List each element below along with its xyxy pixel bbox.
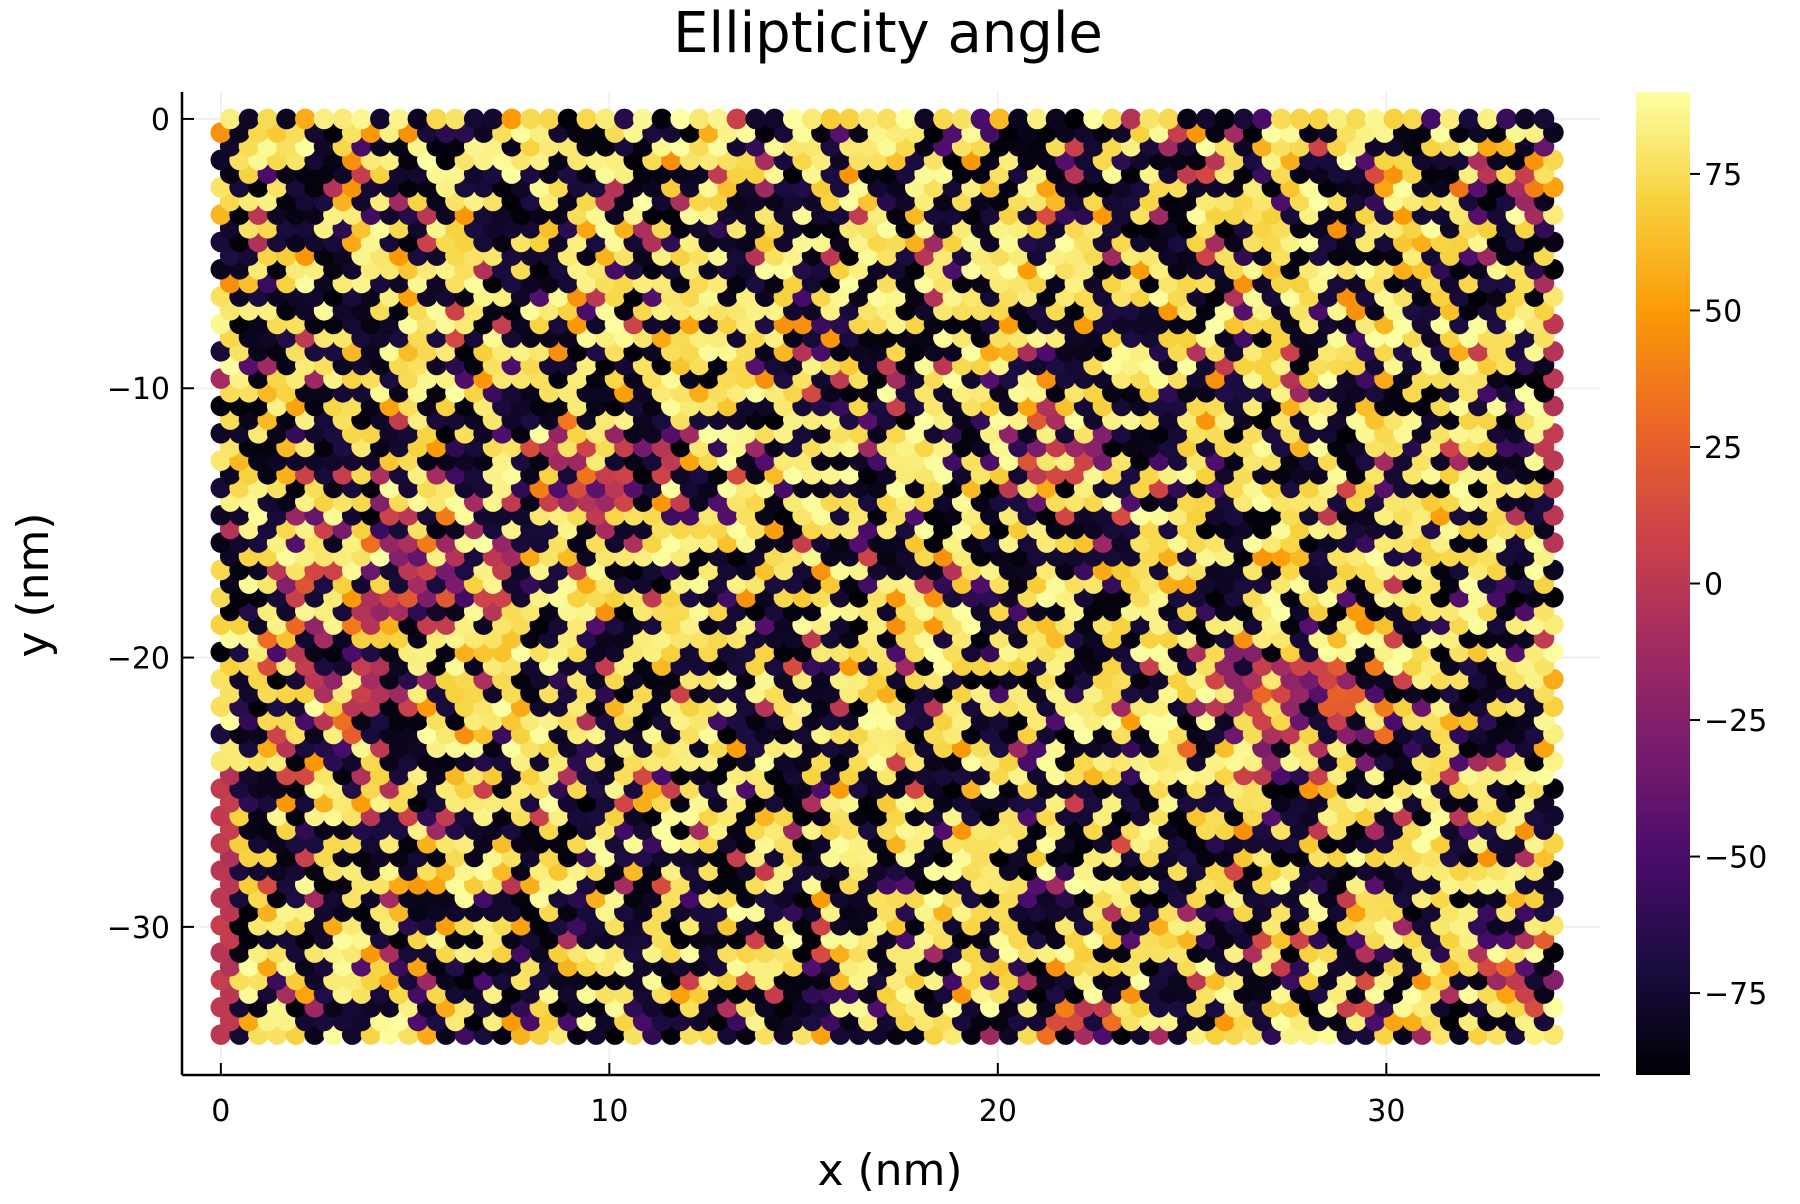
data-point: [839, 108, 860, 130]
data-point: [1008, 108, 1029, 130]
data-point: [388, 108, 410, 130]
data-point: [970, 108, 992, 130]
data-point: [1364, 108, 1386, 130]
data-point: [426, 108, 448, 130]
data-point: [1045, 108, 1067, 130]
data-point: [1421, 108, 1442, 130]
data-point: [1270, 108, 1292, 130]
data-point: [1026, 108, 1048, 130]
data-point: [1327, 108, 1348, 130]
data-point: [1120, 108, 1142, 130]
colorbar-gradient: [1636, 92, 1690, 1075]
x-tick-label: 20: [979, 1094, 1017, 1129]
data-point: [1458, 108, 1480, 130]
data-point: [1345, 108, 1367, 130]
data-point: [876, 108, 898, 130]
data-point: [501, 108, 523, 130]
y-tick-label: −30: [107, 911, 170, 946]
data-point: [707, 108, 729, 130]
chart-title: Ellipticity angle: [673, 1, 1103, 66]
data-point: [858, 108, 879, 130]
colorbar: 75 50 25 0 −25 −50 −75: [1636, 92, 1767, 1075]
x-tick-label: 10: [590, 1094, 628, 1129]
data-point: [332, 108, 354, 130]
x-axis-ticks: 0 10 20 30: [211, 1063, 1405, 1129]
data-point: [1533, 108, 1555, 130]
data-point: [1083, 108, 1104, 130]
data-point: [407, 108, 429, 130]
y-tick-label: −10: [107, 372, 170, 407]
data-point: [951, 108, 973, 130]
data-point: [1439, 108, 1461, 130]
colorbar-tick-label: −75: [1704, 977, 1767, 1012]
data-point: [1195, 108, 1217, 130]
y-tick-label: 0: [151, 103, 170, 138]
data-point: [1139, 108, 1161, 130]
colorbar-tick-label: 25: [1704, 431, 1742, 466]
data-point: [238, 108, 260, 130]
data-point: [764, 108, 785, 130]
data-point: [1214, 108, 1236, 130]
x-axis-label: x (nm): [817, 1145, 962, 1196]
y-tick-label: −20: [107, 642, 170, 677]
data-point: [801, 108, 823, 130]
data-point: [1064, 108, 1086, 130]
data-point: [745, 108, 767, 130]
data-point: [538, 108, 560, 130]
data-point: [557, 108, 579, 130]
data-point: [614, 108, 635, 130]
x-tick-label: 30: [1367, 1094, 1405, 1129]
data-point: [670, 108, 691, 130]
data-point: [989, 108, 1011, 130]
data-point: [1233, 108, 1255, 130]
data-point: [257, 108, 279, 130]
data-point: [351, 108, 372, 130]
colorbar-tick-label: −25: [1704, 704, 1767, 739]
data-point: [689, 108, 710, 130]
data-point: [1102, 108, 1123, 130]
data-point: [520, 108, 541, 130]
data-point: [726, 108, 748, 130]
data-point: [632, 108, 654, 130]
data-point: [1477, 108, 1499, 130]
data-point: [1177, 108, 1198, 130]
data-point: [313, 108, 335, 130]
colorbar-ticks: 75 50 25 0 −25 −50 −75: [1690, 158, 1767, 1012]
data-point: [463, 108, 485, 130]
data-point: [1402, 108, 1423, 130]
data-point: [219, 108, 241, 130]
data-point: [370, 108, 391, 130]
data-point: [1252, 108, 1273, 130]
data-point: [445, 108, 466, 130]
colorbar-tick-label: 0: [1704, 568, 1723, 603]
data-point: [1514, 108, 1536, 130]
data-point: [820, 108, 842, 130]
y-axis-label: y (nm): [8, 512, 59, 657]
data-point: [1496, 108, 1517, 130]
data-point: [482, 108, 504, 130]
data-point: [276, 108, 297, 130]
data-point: [914, 108, 935, 130]
data-point: [895, 108, 917, 130]
data-points: [210, 108, 1564, 1045]
data-point: [1383, 108, 1405, 130]
data-point: [576, 108, 598, 130]
data-point: [933, 108, 954, 130]
colorbar-tick-label: 50: [1704, 294, 1742, 329]
data-point: [1308, 108, 1330, 130]
data-point: [782, 108, 804, 130]
colorbar-tick-label: −50: [1704, 841, 1767, 876]
colorbar-tick-label: 75: [1704, 158, 1742, 193]
x-tick-label: 0: [211, 1094, 230, 1129]
data-point: [595, 108, 616, 130]
data-point: [294, 108, 316, 130]
data-point: [1289, 108, 1311, 130]
data-point: [651, 108, 673, 130]
data-point: [1158, 108, 1179, 130]
